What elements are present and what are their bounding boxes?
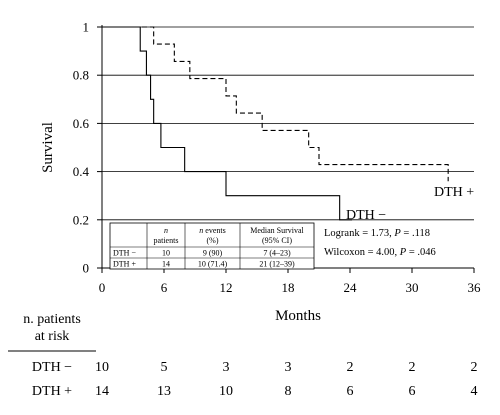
risk-table-title: n. patients: [23, 312, 81, 327]
x-tick-label-0: 0: [99, 280, 106, 295]
risk-value: 5: [161, 360, 168, 375]
risk-value: 2: [471, 360, 478, 375]
risk-value: 6: [347, 384, 354, 399]
summary-table-cell: 7 (4–23): [263, 249, 291, 258]
risk-value: 4: [471, 384, 478, 399]
summary-table-header: (%): [207, 236, 219, 245]
series-label-dth-minus: DTH −: [346, 208, 386, 223]
series-line-dth-plus: [102, 26, 449, 182]
risk-value: 10: [95, 360, 109, 375]
grid: [102, 26, 474, 221]
y-tick-label-5: 1: [83, 20, 90, 35]
risk-row-label: DTH +: [32, 384, 72, 399]
y-axis-label: Survival: [40, 122, 56, 173]
stat-annotation-1: Wilcoxon = 4.00, P = .046: [324, 247, 436, 258]
y-tick-label-4: 0.8: [73, 68, 89, 83]
x-tick-label-6: 36: [468, 280, 482, 295]
x-tick-label-3: 18: [282, 280, 295, 295]
risk-value: 8: [285, 384, 292, 399]
risk-table: n. patients at risk DTH − 10 5 3 3 2 2 2 DTH + 14 13…: [8, 312, 478, 399]
y-tick-label-1: 0.2: [73, 212, 89, 227]
summary-table-cell: 14: [162, 260, 170, 269]
stat-annotation-0: Logrank = 1.73, P = .118: [324, 228, 430, 239]
risk-row-label: DTH −: [32, 360, 72, 375]
summary-table-box: [109, 222, 315, 270]
risk-value: 3: [285, 360, 292, 375]
annotations: Logrank = 1.73, P = .118 Wilcoxon = 4.00,…: [324, 228, 436, 258]
x-tick-label-5: 30: [406, 280, 419, 295]
summary-table-header: patients: [154, 236, 179, 245]
x-tick-label-2: 12: [220, 280, 233, 295]
risk-value: 2: [409, 360, 416, 375]
summary-table-cell: 9 (90): [203, 249, 223, 258]
risk-value: 3: [223, 360, 230, 375]
risk-value: 6: [409, 384, 416, 399]
y-tick-label-2: 0.4: [73, 164, 90, 179]
risk-value: 13: [157, 384, 171, 399]
series-line-dth-minus: [102, 26, 353, 221]
summary-table-cell: DTH −: [113, 249, 136, 258]
summary-table-header: n events: [199, 226, 225, 235]
summary-table-header: (95% CI): [262, 236, 292, 245]
series: DTH − DTH +: [102, 26, 474, 223]
x-tick-label-1: 6: [161, 280, 168, 295]
summary-table-header: Median Survival: [250, 226, 304, 235]
summary-table-header: n: [164, 226, 168, 235]
summary-table-cell: DTH +: [113, 260, 136, 269]
x-axis-label: Months: [275, 308, 321, 324]
summary-table-cell: 10: [162, 249, 170, 258]
summary-table-cell: 21 (12–39): [259, 260, 295, 269]
summary-table: n n events Median Survival patients (%) (95% …: [109, 222, 315, 270]
risk-value: 2: [347, 360, 354, 375]
risk-table-title: at risk: [35, 329, 70, 344]
y-tick-label-0: 0: [83, 261, 90, 276]
risk-value: 14: [95, 384, 109, 399]
summary-table-cell: 10 (71.4): [198, 260, 228, 269]
risk-value: 10: [219, 384, 233, 399]
y-tick-label-3: 0.6: [73, 116, 90, 131]
series-label-dth-plus: DTH +: [434, 185, 474, 200]
x-tick-label-4: 24: [344, 280, 358, 295]
